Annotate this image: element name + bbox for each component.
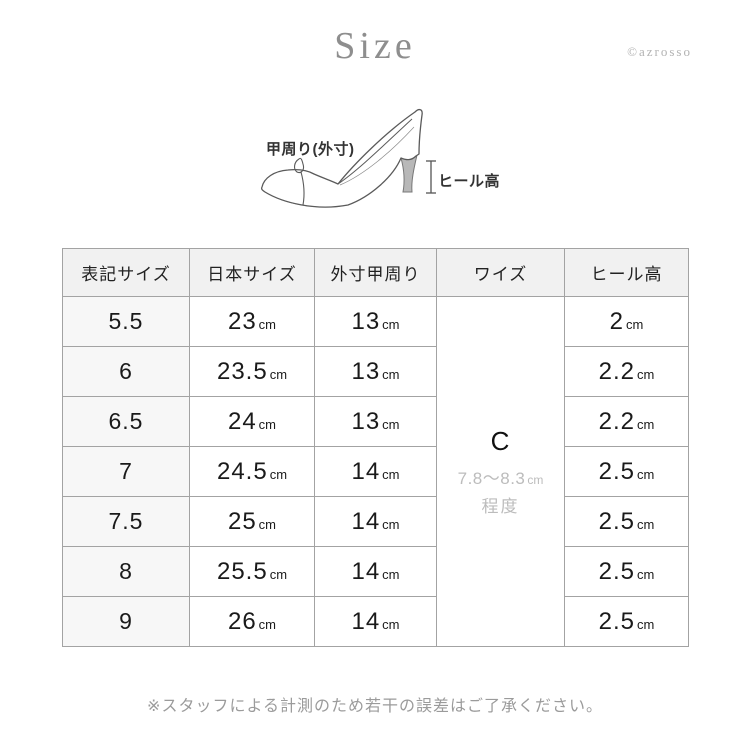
unit-label: cm bbox=[382, 516, 400, 532]
table-row: 7.5 25 cm 14 cm 2.5 cm bbox=[62, 496, 689, 547]
table-row: 9 26 cm 14 cm 2.5 cm bbox=[62, 596, 689, 647]
cell-girth: 14 cm bbox=[314, 546, 437, 597]
unit-label: cm bbox=[382, 466, 400, 482]
unit-label: cm bbox=[258, 416, 277, 432]
cell-japan-size: 24.5 cm bbox=[189, 446, 315, 497]
column-header-girth: 外寸甲周り bbox=[314, 248, 437, 297]
shoe-diagram: 甲周り(外寸) ヒール高 bbox=[248, 93, 514, 233]
table-row: 6 23.5 cm 13 cm 2.2 cm bbox=[62, 346, 689, 397]
cell-heel: 2.5 cm bbox=[564, 546, 689, 597]
pump-shoe-illustration bbox=[260, 108, 436, 208]
size-table: 表記サイズ 日本サイズ 外寸甲周り ワイズ ヒール高 5.5 23 cm 13 cm… bbox=[62, 248, 689, 647]
unit-label: cm bbox=[637, 516, 655, 532]
cell-japan-size: 24 cm bbox=[189, 396, 315, 447]
unit-label: cm bbox=[258, 516, 277, 532]
measurement-disclaimer: ※スタッフによる計測のため若干の誤差はご了承ください。 bbox=[147, 698, 603, 715]
cell-heel: 2.2 cm bbox=[564, 346, 689, 397]
cell-japan-size: 25 cm bbox=[189, 496, 315, 547]
wise-range: 7.8〜8.3 cm bbox=[457, 468, 544, 488]
shoe-opening-inner-line bbox=[339, 126, 415, 186]
shoe-opening-line bbox=[337, 118, 413, 185]
cell-girth: 13 cm bbox=[314, 396, 437, 447]
unit-label: cm bbox=[637, 466, 655, 482]
unit-label: cm bbox=[269, 466, 288, 482]
column-header-wise: ワイズ bbox=[436, 248, 565, 297]
cell-japan-size: 26 cm bbox=[189, 596, 315, 647]
wise-grade: C bbox=[490, 426, 511, 457]
table-row: 6.5 24 cm 13 cm 2.2 cm bbox=[62, 396, 689, 447]
cell-size: 7.5 bbox=[62, 496, 190, 547]
cell-japan-size: 23.5 cm bbox=[189, 346, 315, 397]
cell-heel: 2.5 cm bbox=[564, 596, 689, 647]
unit-label: cm bbox=[258, 616, 277, 632]
unit-label: cm bbox=[382, 566, 400, 582]
cell-girth: 14 cm bbox=[314, 596, 437, 647]
header-row: 表記サイズ 日本サイズ 外寸甲周り ワイズ ヒール高 bbox=[62, 248, 689, 297]
unit-label: cm bbox=[626, 316, 644, 332]
cell-girth: 14 cm bbox=[314, 496, 437, 547]
unit-label: cm bbox=[637, 566, 655, 582]
cell-girth: 14 cm bbox=[314, 446, 437, 497]
unit-label: cm bbox=[637, 416, 655, 432]
brand-watermark: ©azrosso bbox=[627, 44, 692, 59]
cell-size: 6 bbox=[62, 346, 190, 397]
unit-label: cm bbox=[258, 316, 277, 332]
cell-heel: 2.2 cm bbox=[564, 396, 689, 447]
unit-label: cm bbox=[269, 566, 288, 582]
column-header-japan-size: 日本サイズ bbox=[189, 248, 315, 297]
table-row: 8 25.5 cm 14 cm 2.5 cm bbox=[62, 546, 689, 597]
shoe-outline bbox=[260, 108, 423, 208]
unit-label: cm bbox=[637, 616, 655, 632]
cell-wise-merged: C 7.8〜8.3 cm 程度 bbox=[436, 296, 565, 647]
column-header-heel: ヒール高 bbox=[564, 248, 689, 297]
table-row: 5.5 23 cm 13 cm C 7.8〜8.3 cm 程度 2 cm bbox=[62, 296, 689, 647]
cell-heel: 2.5 cm bbox=[564, 446, 689, 497]
cell-japan-size: 25.5 cm bbox=[189, 546, 315, 597]
unit-label: cm bbox=[382, 366, 400, 382]
girth-measure-line bbox=[300, 171, 305, 206]
unit-label: cm bbox=[637, 366, 655, 382]
cell-size: 7 bbox=[62, 446, 190, 497]
shoe-heel bbox=[400, 153, 418, 193]
table-row: 7 24.5 cm 14 cm 2.5 cm bbox=[62, 446, 689, 497]
unit-label: cm bbox=[269, 366, 288, 382]
cell-size: 9 bbox=[62, 596, 190, 647]
unit-label: cm bbox=[382, 416, 400, 432]
heel-measure-bracket bbox=[426, 160, 436, 194]
size-table-wrap: 表記サイズ 日本サイズ 外寸甲周り ワイズ ヒール高 5.5 23 cm 13 cm… bbox=[62, 248, 689, 647]
unit-label: cm bbox=[382, 316, 400, 332]
cell-size: 6.5 bbox=[62, 396, 190, 447]
cell-heel: 2 cm bbox=[564, 296, 689, 347]
cell-japan-size: 23 cm bbox=[189, 296, 315, 347]
girth-measure-loop bbox=[294, 157, 305, 174]
cell-girth: 13 cm bbox=[314, 296, 437, 347]
page-title: Size bbox=[334, 25, 416, 67]
cell-girth: 13 cm bbox=[314, 346, 437, 397]
heel-height-label: ヒール高 bbox=[438, 173, 501, 190]
girth-label: 甲周り(外寸) bbox=[266, 141, 355, 158]
wise-approx: 程度 bbox=[481, 496, 520, 516]
unit-label: cm bbox=[527, 472, 544, 487]
column-header-size: 表記サイズ bbox=[62, 248, 190, 297]
cell-size: 5.5 bbox=[62, 296, 190, 347]
cell-size: 8 bbox=[62, 546, 190, 597]
cell-heel: 2.5 cm bbox=[564, 496, 689, 547]
unit-label: cm bbox=[382, 616, 400, 632]
